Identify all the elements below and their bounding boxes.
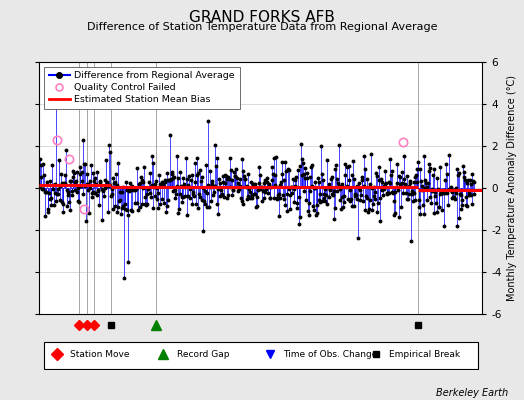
Text: Empirical Break: Empirical Break bbox=[389, 350, 460, 359]
Text: Station Move: Station Move bbox=[70, 350, 130, 359]
Text: GRAND FORKS AFB: GRAND FORKS AFB bbox=[189, 10, 335, 25]
Text: Time of Obs. Change: Time of Obs. Change bbox=[283, 350, 377, 359]
FancyBboxPatch shape bbox=[43, 342, 478, 368]
Y-axis label: Monthly Temperature Anomaly Difference (°C): Monthly Temperature Anomaly Difference (… bbox=[507, 75, 517, 301]
Text: Berkeley Earth: Berkeley Earth bbox=[436, 388, 508, 398]
Text: Record Gap: Record Gap bbox=[177, 350, 229, 359]
Legend: Difference from Regional Average, Quality Control Failed, Estimated Station Mean: Difference from Regional Average, Qualit… bbox=[44, 67, 239, 109]
Text: Difference of Station Temperature Data from Regional Average: Difference of Station Temperature Data f… bbox=[87, 22, 437, 32]
